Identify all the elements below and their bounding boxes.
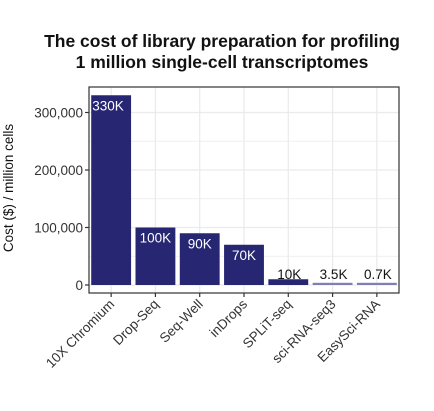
y-tick-label: 200,000 xyxy=(34,163,83,178)
data-label: 100K xyxy=(140,231,172,246)
data-label: 90K xyxy=(188,236,212,251)
bar-indrops xyxy=(224,244,264,285)
bar-10x-chromium xyxy=(91,95,132,285)
data-label: 330K xyxy=(92,98,124,113)
data-label: 10K xyxy=(277,267,301,282)
bar-drop-seq xyxy=(135,227,176,285)
bar-seq-well xyxy=(179,233,220,285)
chart-title-line-1: The cost of library preparation for prof… xyxy=(44,31,400,51)
x-tick-label: inDrops xyxy=(207,296,251,340)
bar-split-seq xyxy=(268,279,309,285)
y-tick-label: 300,000 xyxy=(34,106,83,121)
y-tick-label: 100,000 xyxy=(34,221,83,236)
y-tick-label: 0 xyxy=(75,278,83,293)
data-label: 70K xyxy=(232,248,256,263)
data-label: 3.5K xyxy=(320,267,348,282)
chart-title-line-2: 1 million single-cell transcriptomes xyxy=(76,52,369,72)
bar-easysci-rna xyxy=(356,282,397,285)
plot-area: 330K 100K 90K 70K 10K 3.5K 0.7K 0 100,000 200,000… xyxy=(34,86,400,371)
x-tick-label: Seq-Well xyxy=(157,297,206,346)
x-tick-label: Drop-Seq xyxy=(110,297,161,348)
x-tick-label: 10X Chromium xyxy=(43,297,117,371)
data-label: 0.7K xyxy=(364,267,392,282)
bar-sci-rna-seq3 xyxy=(312,282,353,285)
y-axis-label: Cost ($) / million cells xyxy=(1,124,16,253)
